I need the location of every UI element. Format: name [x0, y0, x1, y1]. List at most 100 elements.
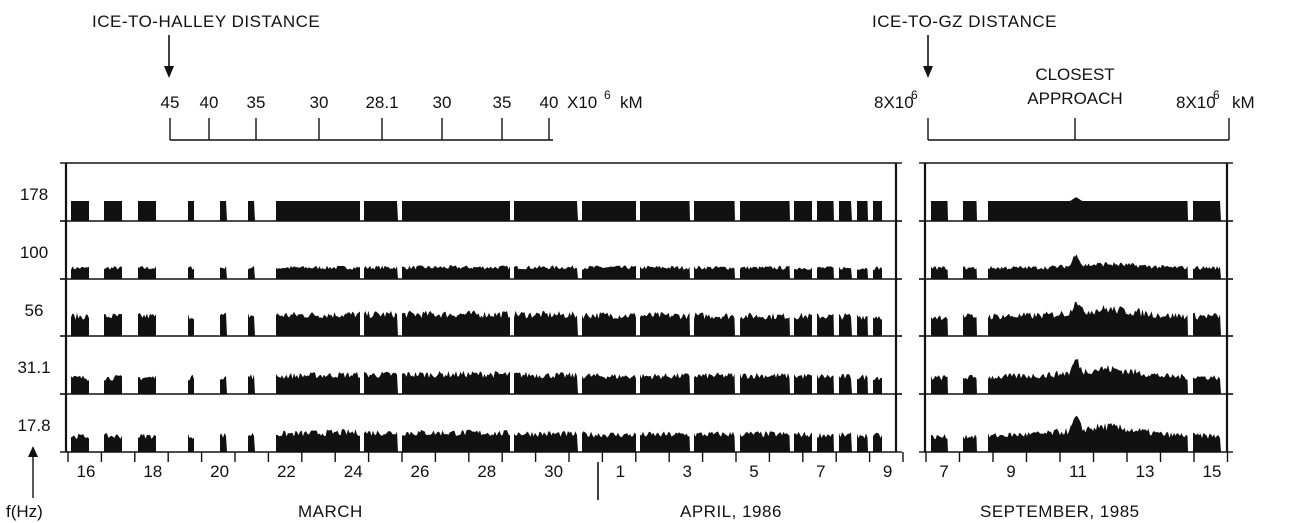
f-axis-arrow — [28, 446, 38, 498]
gz-left-distance-label: 8X10 — [874, 93, 914, 112]
halley-data-17-8 — [138, 433, 156, 452]
halley-data-178 — [138, 201, 156, 221]
halley-data-178 — [873, 201, 882, 221]
frequency-label-17-8: 17.8 — [17, 416, 50, 435]
gz-data-178 — [963, 201, 977, 221]
halley-data-56 — [740, 312, 790, 336]
halley-day-label: 26 — [411, 462, 430, 481]
frequency-label-100: 100 — [20, 243, 48, 262]
halley-day-label: 3 — [682, 462, 691, 481]
halley-distance-tick-label: 40 — [200, 93, 219, 112]
gz-data-100 — [1193, 265, 1221, 279]
halley-distance-unit-base: X10 — [567, 93, 597, 112]
halley-data-17-8 — [188, 433, 194, 452]
halley-data-100 — [794, 267, 812, 279]
halley-distance-unit-exp: 6 — [604, 88, 611, 102]
halley-data-100 — [104, 266, 122, 279]
halley-distance-title: ICE-TO-HALLEY DISTANCE — [92, 12, 320, 31]
gz-day-label: 9 — [1006, 462, 1015, 481]
gz-data-17-8 — [988, 415, 1188, 452]
halley-data-31-1 — [839, 373, 852, 394]
gz-data-178 — [931, 201, 948, 221]
halley-data-17-8 — [364, 430, 398, 452]
halley-distance-tick-label: 28.1 — [365, 93, 398, 112]
halley-data-178 — [364, 201, 398, 221]
halley-data-31-1 — [220, 375, 227, 394]
gz-data-31-1 — [988, 359, 1188, 394]
halley-data-17-8 — [839, 432, 852, 452]
halley-data-31-1 — [514, 371, 578, 394]
halley-distance-tick-label: 45 — [161, 93, 180, 112]
frequency-label-56: 56 — [25, 301, 44, 320]
halley-data-100 — [220, 266, 227, 279]
f-axis-label: f(Hz) — [6, 502, 43, 521]
gz-data-31-1 — [963, 374, 977, 394]
halley-data-56 — [694, 312, 735, 336]
halley-data-31-1 — [694, 372, 735, 394]
april-label: APRIL, 1986 — [680, 502, 782, 521]
halley-day-label: 9 — [883, 462, 892, 481]
gz-right-distance-suffix: kM — [1232, 93, 1255, 112]
halley-data-100 — [364, 265, 398, 279]
gz-data-178 — [1193, 201, 1221, 221]
halley-day-label: 7 — [816, 462, 825, 481]
halley-data-31-1 — [740, 372, 790, 394]
halley-data-100 — [138, 266, 156, 279]
halley-data-31-1 — [402, 370, 510, 394]
halley-data-56 — [402, 310, 510, 336]
halley-data-56 — [839, 312, 852, 336]
gz-approach-label: APPROACH — [1027, 89, 1122, 108]
halley-data-178 — [402, 201, 510, 221]
halley-day-label: 1 — [616, 462, 625, 481]
halley-distance-tick-label: 30 — [310, 93, 329, 112]
halley-data-178 — [839, 201, 852, 221]
halley-data-17-8 — [514, 430, 578, 452]
halley-data-178 — [694, 201, 735, 221]
halley-day-axis: 16 18 20 22 24 26 28 30 1 3 5 7 9 — [67, 452, 904, 481]
halley-data-17-8 — [582, 431, 636, 452]
gz-day-label: 13 — [1136, 462, 1155, 481]
halley-data-100 — [694, 265, 735, 279]
gz-down-arrow — [923, 35, 933, 78]
halley-data-56 — [794, 312, 812, 336]
halley-data-31-1 — [71, 375, 89, 394]
halley-data-17-8 — [640, 431, 690, 452]
gz-panel: 7 9 11 13 15 — [919, 162, 1233, 481]
halley-data-31-1 — [276, 371, 360, 394]
halley-down-arrow — [164, 35, 174, 78]
gz-distance-title: ICE-TO-GZ DISTANCE — [872, 12, 1057, 31]
halley-distance-tick-label: 35 — [493, 93, 512, 112]
halley-day-label: 18 — [143, 462, 162, 481]
halley-data-56 — [817, 313, 834, 336]
gz-data-17-8 — [1193, 432, 1221, 452]
halley-data-178 — [582, 201, 636, 221]
gz-data-56 — [963, 313, 977, 336]
halley-data-56 — [220, 313, 227, 336]
halley-data-56 — [514, 310, 578, 336]
halley-data-178 — [248, 201, 255, 221]
halley-data-17-8 — [817, 432, 834, 452]
halley-data-17-8 — [104, 433, 122, 452]
halley-distance-tick-label: 30 — [433, 93, 452, 112]
gz-data-178 — [988, 197, 1188, 221]
halley-data-178 — [817, 201, 834, 221]
gz-right-distance-label: 8X10 — [1176, 93, 1216, 112]
halley-data-56 — [248, 313, 255, 336]
halley-data-56 — [857, 314, 868, 336]
halley-day-label: 20 — [210, 462, 229, 481]
halley-data-56 — [71, 313, 89, 336]
gz-data-56 — [1193, 312, 1221, 336]
march-label: MARCH — [298, 502, 363, 521]
halley-data-178 — [794, 201, 812, 221]
gz-day-label: 7 — [939, 462, 948, 481]
halley-distance-tick-label: 40 — [540, 93, 559, 112]
halley-data-17-8 — [873, 432, 882, 452]
halley-data-178 — [740, 201, 790, 221]
halley-data-31-1 — [188, 374, 194, 394]
halley-data-178 — [640, 201, 690, 221]
halley-data-56 — [138, 312, 156, 336]
halley-data-31-1 — [857, 374, 868, 394]
halley-data-31-1 — [794, 373, 812, 394]
halley-data-56 — [188, 313, 194, 336]
